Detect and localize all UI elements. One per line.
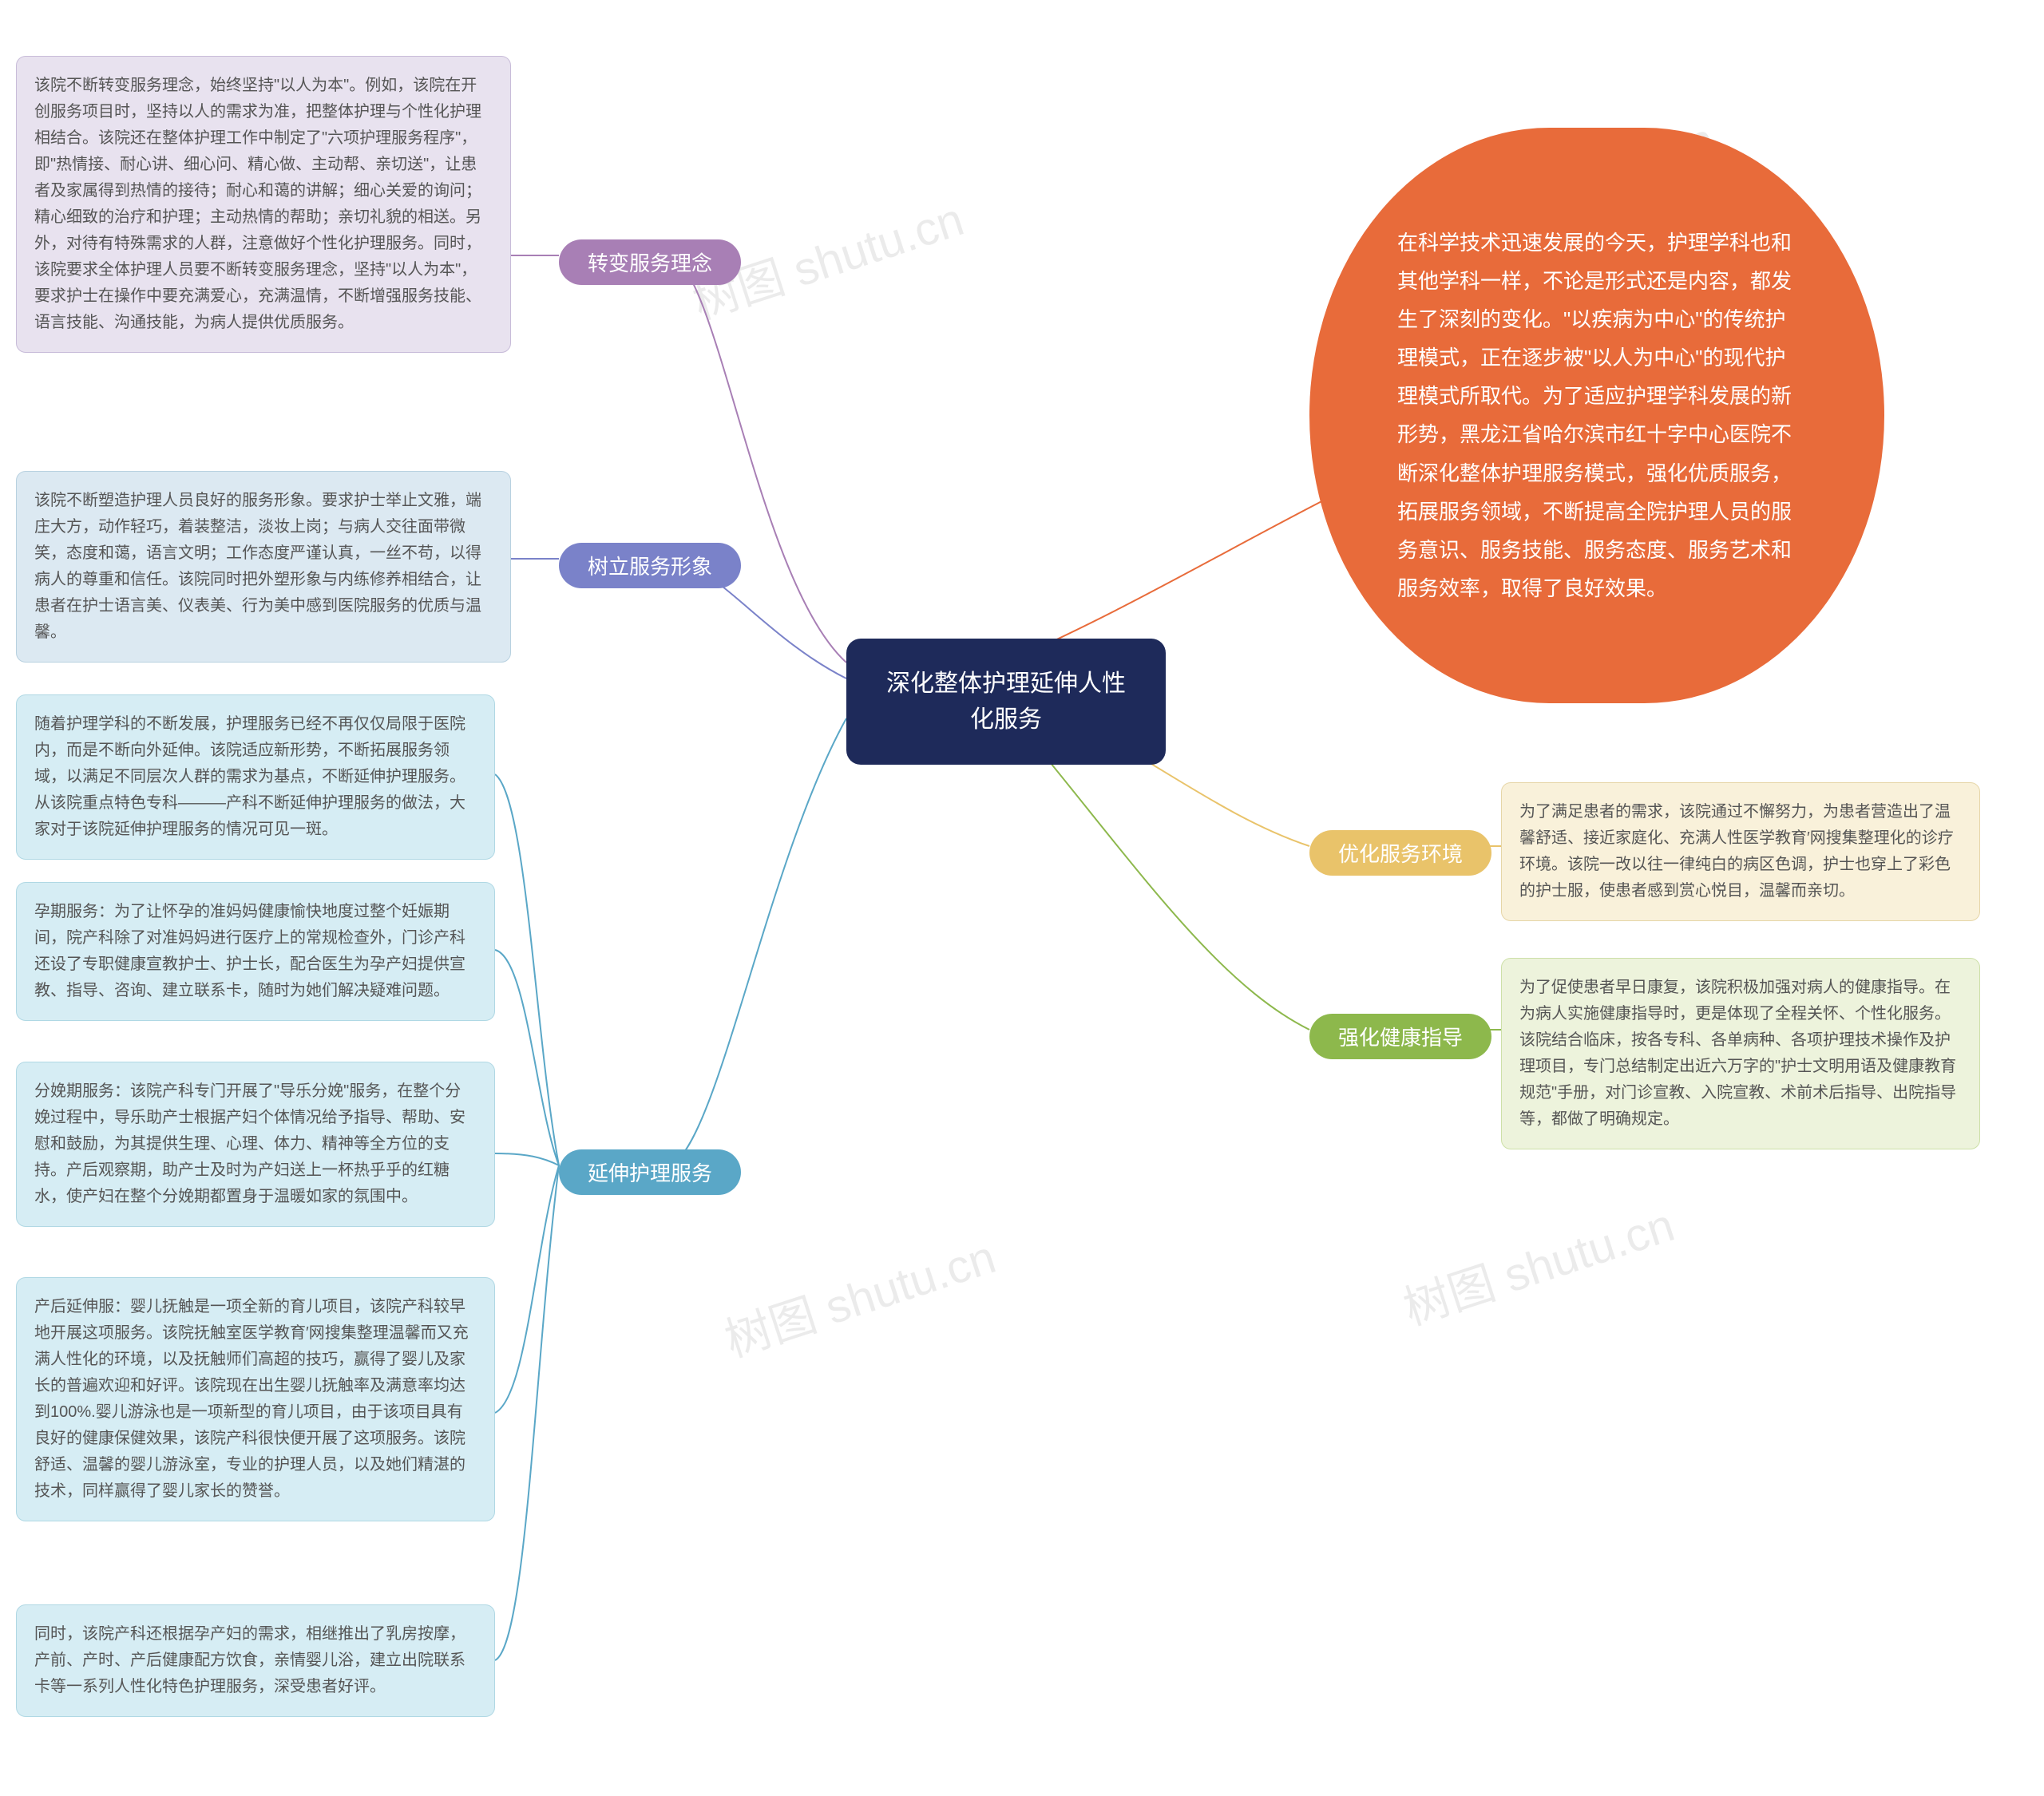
branch-extend: 延伸护理服务	[559, 1149, 741, 1195]
detail-extend-2: 分娩期服务：该院产科专门开展了"导乐分娩"服务，在整个分娩过程中，导乐助产士根据…	[16, 1062, 495, 1227]
branch-concept: 转变服务理念	[559, 239, 741, 285]
intro-detail: 在科学技术迅速发展的今天，护理学科也和其他学科一样，不论是形式还是内容，都发生了…	[1309, 128, 1884, 703]
detail-extend-1: 孕期服务：为了让怀孕的准妈妈健康愉快地度过整个妊娠期间，院产科除了对准妈妈进行医…	[16, 882, 495, 1021]
detail-extend-4: 同时，该院产科还根据孕产妇的需求，相继推出了乳房按摩，产前、产时、产后健康配方饮…	[16, 1604, 495, 1717]
branch-health: 强化健康指导	[1309, 1014, 1491, 1059]
detail-health: 为了促使患者早日康复，该院积极加强对病人的健康指导。在为病人实施健康指导时，更是…	[1501, 958, 1980, 1149]
watermark: 树图 shutu.cn	[1394, 1188, 1682, 1338]
detail-env: 为了满足患者的需求，该院通过不懈努力，为患者营造出了温馨舒适、接近家庭化、充满人…	[1501, 782, 1980, 921]
detail-extend-3: 产后延伸服：婴儿抚触是一项全新的育儿项目，该院产科较早地开展这项服务。该院抚触室…	[16, 1277, 495, 1521]
branch-env: 优化服务环境	[1309, 830, 1491, 876]
watermark: 树图 shutu.cn	[715, 1220, 1003, 1370]
branch-image: 树立服务形象	[559, 543, 741, 588]
detail-extend-0: 随着护理学科的不断发展，护理服务已经不再仅仅局限于医院内，而是不断向外延伸。该院…	[16, 694, 495, 860]
detail-concept: 该院不断转变服务理念，始终坚持"以人为本"。例如，该院在开创服务项目时，坚持以人…	[16, 56, 511, 353]
central-node: 深化整体护理延伸人性化服务	[846, 639, 1166, 765]
detail-image: 该院不断塑造护理人员良好的服务形象。要求护士举止文雅，端庄大方，动作轻巧，着装整…	[16, 471, 511, 663]
